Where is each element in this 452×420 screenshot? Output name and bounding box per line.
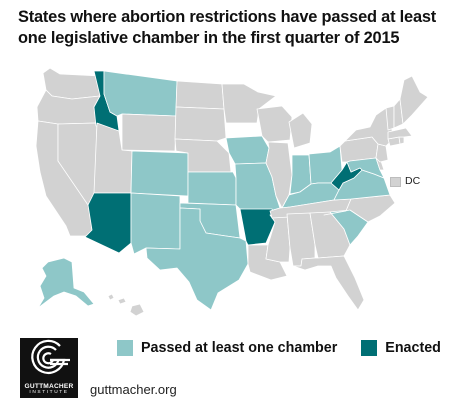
state-illinois [265, 141, 293, 209]
dc-swatch [390, 177, 401, 187]
state-arizona [84, 192, 132, 254]
logo-mark-icon [31, 339, 70, 374]
legend-swatch-enacted [361, 340, 378, 356]
state-wyoming [121, 113, 177, 152]
legend-swatch-passed [117, 340, 133, 356]
state-maine [399, 75, 429, 125]
state-texas [145, 207, 249, 311]
state-florida [292, 255, 365, 311]
state-arkansas [239, 208, 276, 246]
website-link[interactable]: guttmacher.org [90, 382, 177, 397]
state-hawaii [107, 293, 145, 317]
state-new-jersey [375, 143, 389, 163]
state-kansas [187, 171, 237, 206]
dc-label: DC [405, 175, 421, 187]
state-iowa [225, 135, 270, 165]
guttmacher-logo [20, 338, 78, 398]
map-title: States where abortion restrictions have … [18, 8, 437, 47]
legend: Passed at least one chamber Enacted [117, 338, 441, 358]
legend-item-passed: Passed at least one chamber [117, 340, 337, 356]
legend-label-enacted: Enacted [385, 340, 441, 356]
state-washington [42, 67, 101, 100]
state-michigan [288, 112, 313, 149]
state-colorado [130, 150, 189, 197]
state-alaska [37, 257, 95, 309]
state-new-mexico [130, 192, 181, 255]
legend-item-enacted: Enacted [361, 340, 441, 356]
state-rhode-island [398, 136, 405, 145]
logo-name: GUTTMACHER [24, 383, 74, 390]
legend-label-passed: Passed at least one chamber [141, 340, 338, 356]
state-massachusetts [387, 127, 413, 140]
state-montana [103, 70, 178, 117]
state-north-dakota [175, 80, 225, 110]
logo-sub: INSTITUTE [29, 390, 69, 395]
state-south-dakota [174, 106, 227, 142]
state-wisconsin [256, 105, 293, 143]
